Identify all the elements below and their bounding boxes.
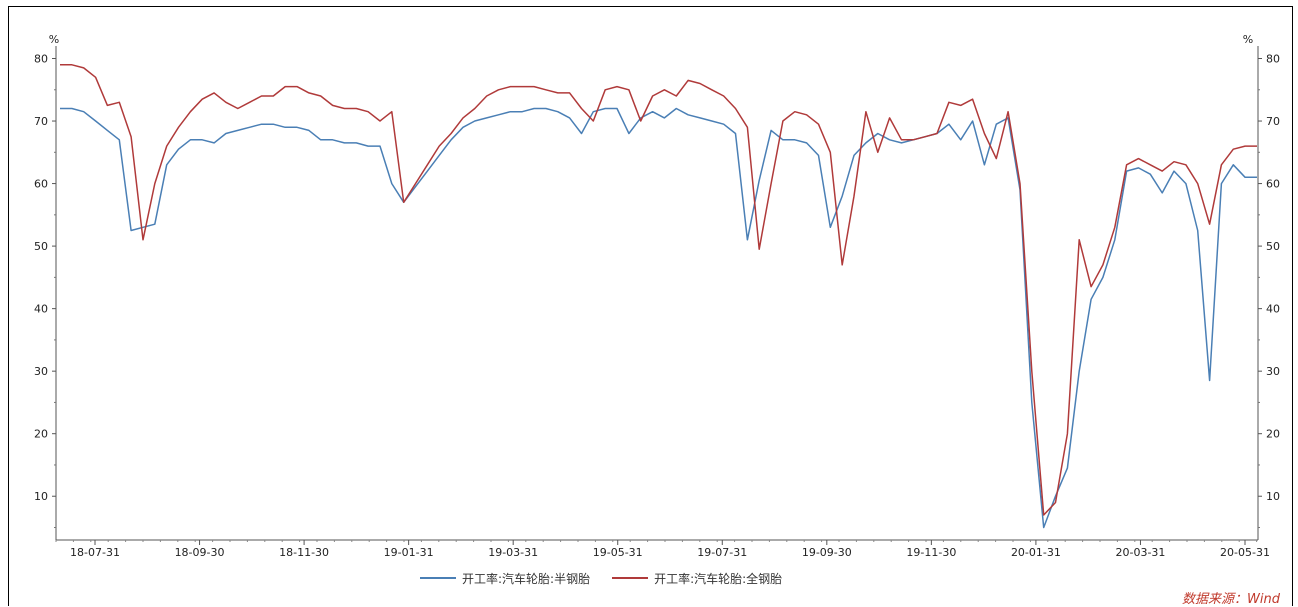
legend-swatch-semi-steel bbox=[420, 577, 456, 579]
y-unit-right: % bbox=[1243, 33, 1253, 46]
x-tick-label: 20-05-31 bbox=[1220, 546, 1270, 559]
series-line-2 bbox=[60, 64, 1257, 516]
y-unit-left: % bbox=[49, 33, 59, 46]
y-tick-label-right: 40 bbox=[1266, 303, 1280, 316]
chart-frame bbox=[8, 6, 1293, 606]
legend-label-all-steel: 开工率:汽车轮胎:全钢胎 bbox=[654, 571, 783, 586]
y-tick-label-left: 30 bbox=[34, 365, 48, 378]
y-tick-label-left: 40 bbox=[34, 303, 48, 316]
x-tick-label: 19-05-31 bbox=[593, 546, 643, 559]
y-tick-label-right: 50 bbox=[1266, 240, 1280, 253]
legend-label-semi-steel: 开工率:汽车轮胎:半钢胎 bbox=[462, 571, 591, 586]
series-line-1 bbox=[60, 107, 1257, 529]
y-tick-label-right: 70 bbox=[1266, 115, 1280, 128]
x-tick-label: 18-11-30 bbox=[279, 546, 329, 559]
chart-axes: % % 10 10 20 20 30 30 40 40 50 50 60 60 70 70 80 80 18-07-… bbox=[34, 33, 1280, 559]
y-tick-label-right: 80 bbox=[1266, 53, 1280, 66]
y-tick-label-left: 80 bbox=[34, 53, 48, 66]
y-tick-label-left: 10 bbox=[34, 490, 48, 503]
y-tick-label-left: 20 bbox=[34, 428, 48, 441]
x-tick-label: 18-07-31 bbox=[70, 546, 120, 559]
x-tick-label: 19-01-31 bbox=[384, 546, 434, 559]
chart-lines bbox=[60, 64, 1257, 529]
x-tick-label: 19-07-31 bbox=[697, 546, 747, 559]
y-tick-label-right: 10 bbox=[1266, 490, 1280, 503]
x-tick-label: 18-09-30 bbox=[175, 546, 225, 559]
x-tick-label: 20-01-31 bbox=[1011, 546, 1061, 559]
y-tick-label-left: 50 bbox=[34, 240, 48, 253]
y-tick-label-right: 60 bbox=[1266, 178, 1280, 191]
legend-item-semi-steel: 开工率:汽车轮胎:半钢胎 bbox=[420, 570, 590, 587]
x-tick-label: 19-03-31 bbox=[488, 546, 538, 559]
x-tick-label: 19-11-30 bbox=[906, 546, 956, 559]
legend-swatch-all-steel bbox=[612, 577, 649, 579]
x-tick-label: 19-09-30 bbox=[802, 546, 852, 559]
y-tick-label-left: 60 bbox=[34, 178, 48, 191]
chart-legend: 开工率:汽车轮胎:半钢胎 开工率:汽车轮胎:全钢胎 bbox=[420, 568, 804, 588]
y-tick-label-right: 20 bbox=[1266, 428, 1280, 441]
legend-item-all-steel: 开工率:汽车轮胎:全钢胎 bbox=[612, 570, 782, 587]
data-source-note: 数据来源：Wind bbox=[1182, 592, 1280, 607]
y-tick-label-right: 30 bbox=[1266, 365, 1280, 378]
y-tick-label-left: 70 bbox=[34, 115, 48, 128]
x-tick-label: 20-03-31 bbox=[1115, 546, 1165, 559]
